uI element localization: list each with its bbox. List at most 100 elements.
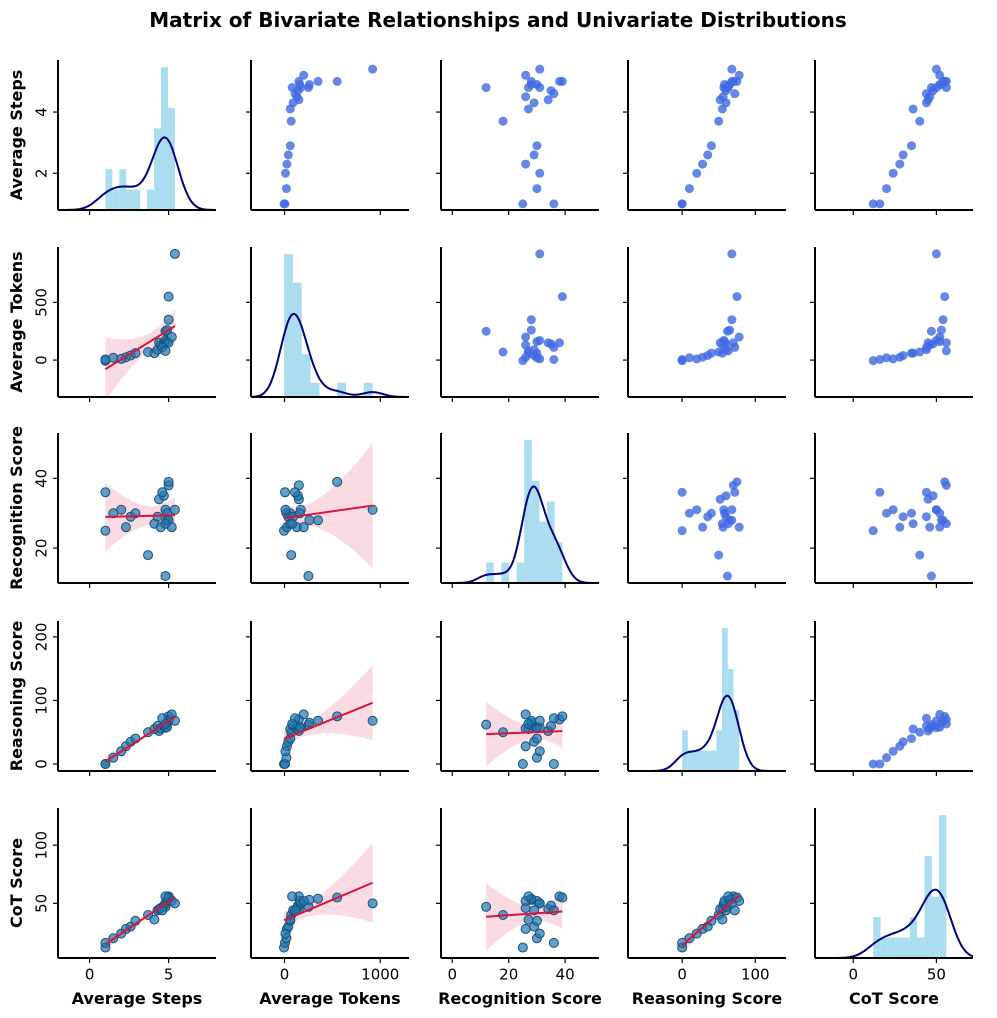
- scatter-point: [698, 159, 708, 169]
- histogram-bar: [682, 730, 688, 771]
- regression-line: [104, 716, 176, 763]
- scatter-point: [548, 759, 559, 770]
- panel: [628, 628, 786, 771]
- scatter-point: [532, 337, 542, 347]
- histogram-bar: [880, 937, 888, 958]
- scatter-point: [714, 550, 724, 560]
- scatter-point: [875, 199, 885, 209]
- x-tick-label: 0: [677, 966, 687, 984]
- scatter-point: [557, 292, 567, 302]
- scatter-point: [287, 83, 297, 93]
- scatter-point: [534, 715, 545, 726]
- histogram-bar: [710, 750, 717, 771]
- panel: [441, 440, 599, 583]
- scatter-point: [280, 928, 291, 939]
- scatter-point: [936, 325, 946, 335]
- scatter-point: [280, 746, 291, 757]
- scatter-point: [720, 508, 730, 518]
- scatter-point: [734, 70, 744, 80]
- scatter-point: [875, 487, 885, 497]
- scatter-point: [481, 719, 492, 730]
- histogram-bar: [284, 254, 293, 397]
- scatter-point: [304, 79, 314, 89]
- scatter-point: [941, 719, 951, 729]
- histogram-bar: [539, 521, 548, 583]
- scatter-point: [481, 83, 491, 93]
- scatter-point: [895, 159, 905, 169]
- scatter-point: [481, 901, 492, 912]
- histogram-bar: [554, 542, 563, 583]
- histogram-bar: [524, 440, 532, 583]
- panel: [481, 249, 567, 366]
- scatter-point: [722, 571, 732, 581]
- scatter-point: [906, 734, 916, 744]
- scatter-point: [935, 332, 945, 342]
- y-tick-label: 500: [33, 288, 51, 317]
- panel: [279, 442, 378, 582]
- scatter-point: [169, 898, 180, 909]
- scatter-point: [313, 515, 324, 526]
- x-tick-label: 50: [927, 966, 946, 984]
- histogram-bar: [531, 480, 540, 583]
- scatter-point: [548, 905, 559, 916]
- regression-line: [283, 504, 373, 520]
- scatter-point: [548, 937, 559, 948]
- regression-line: [681, 894, 740, 947]
- panel: [279, 842, 378, 953]
- x-axis-label: Average Tokens: [259, 989, 400, 1008]
- y-tick-label: 200: [33, 623, 51, 652]
- panel: [815, 815, 973, 958]
- scatter-point: [928, 491, 938, 501]
- scatter-point: [523, 914, 534, 925]
- scatter-point: [868, 356, 878, 366]
- histogram-bar: [154, 128, 162, 210]
- histogram-bar: [727, 668, 734, 771]
- scatter-point: [730, 487, 740, 497]
- histogram-bar: [902, 937, 910, 958]
- scatter-point: [723, 519, 733, 529]
- scatter-point: [727, 505, 737, 515]
- histogram-bar: [931, 896, 940, 958]
- scatter-point: [882, 753, 892, 763]
- histogram-bar: [722, 628, 728, 771]
- y-tick-label: 2: [33, 168, 51, 178]
- histogram-bar: [909, 917, 918, 958]
- histogram-bar: [133, 189, 141, 210]
- scatter-point: [921, 487, 931, 497]
- scatter-point: [285, 141, 295, 151]
- panel: [100, 476, 180, 582]
- scatter-point: [692, 168, 702, 178]
- scatter-point: [549, 89, 559, 99]
- scatter-point: [941, 519, 951, 529]
- histogram-bar: [119, 169, 127, 210]
- scatter-point: [534, 898, 545, 909]
- histogram-bar: [547, 501, 555, 583]
- scatter-point: [529, 98, 539, 108]
- scatter-point: [926, 326, 936, 336]
- scatter-point: [303, 571, 314, 582]
- scatter-point: [294, 76, 304, 86]
- x-tick-label: 0: [448, 966, 458, 984]
- x-tick-label: 20: [499, 966, 518, 984]
- histogram-bar: [363, 382, 373, 397]
- scatter-point: [938, 315, 948, 325]
- scatter-point: [706, 508, 716, 518]
- scatter-point: [888, 505, 898, 515]
- scatter-point: [921, 89, 931, 99]
- scatter-point: [481, 326, 491, 336]
- regression-line: [486, 910, 563, 918]
- panel: [279, 64, 378, 209]
- regression-line: [105, 514, 175, 518]
- scatter-point: [684, 184, 694, 194]
- x-tick-label: 1000: [361, 966, 399, 984]
- scatter-point: [557, 711, 568, 722]
- scatter-point: [677, 526, 687, 536]
- scatter-point: [529, 150, 539, 160]
- scatter-point: [282, 159, 292, 169]
- histogram-bar: [161, 67, 168, 210]
- histogram-bar: [716, 730, 723, 771]
- scatter-point: [280, 504, 291, 515]
- histogram-bar: [917, 937, 925, 958]
- panel: [868, 249, 951, 366]
- panel: [481, 882, 568, 953]
